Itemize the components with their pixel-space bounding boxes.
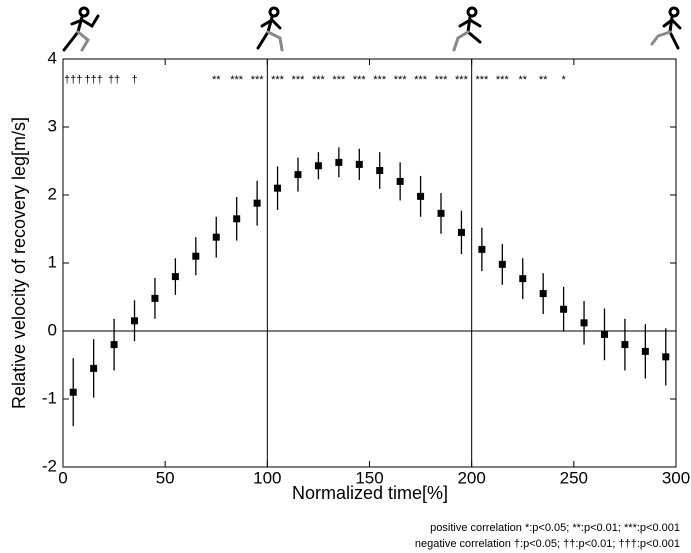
data-point — [641, 347, 649, 355]
x-tick-label: 250 — [560, 468, 588, 487]
data-point — [90, 364, 98, 372]
data-point — [376, 167, 384, 175]
data-point — [274, 184, 282, 192]
y-tick-label: 3 — [48, 116, 57, 135]
data-point — [519, 275, 527, 283]
data-point — [212, 233, 220, 241]
data-point — [417, 192, 425, 200]
significance-marker: *** — [353, 74, 367, 86]
data-point — [355, 160, 363, 168]
data-point — [151, 294, 159, 302]
data-point — [600, 330, 608, 338]
data-point — [457, 228, 465, 236]
significance-marker: ††† — [84, 74, 102, 86]
data-point — [192, 252, 200, 260]
x-tick-label: 150 — [355, 468, 383, 487]
y-axis-label: Relative velocity of recovery leg[m/s] — [9, 117, 29, 409]
data-point — [131, 317, 139, 325]
significance-marker: *** — [373, 74, 387, 86]
x-tick-label: 300 — [662, 468, 690, 487]
significance-marker: *** — [496, 74, 510, 86]
significance-marker: *** — [230, 74, 244, 86]
significance-marker: *** — [292, 74, 306, 86]
significance-marker: *** — [475, 74, 489, 86]
y-tick-label: 4 — [48, 48, 57, 67]
significance-marker: †† — [108, 74, 120, 86]
x-tick-label: 50 — [156, 468, 175, 487]
data-point — [437, 209, 445, 217]
significance-marker: * — [561, 74, 566, 86]
significance-marker: *** — [394, 74, 408, 86]
significance-marker: † — [131, 74, 137, 86]
data-point — [110, 341, 118, 349]
data-point — [171, 273, 179, 281]
y-tick-label: 1 — [48, 252, 57, 271]
data-point — [314, 162, 322, 170]
y-tick-label: -2 — [42, 456, 57, 475]
data-point — [396, 177, 404, 185]
significance-marker: ** — [539, 74, 548, 86]
significance-marker: ** — [518, 74, 527, 86]
data-point — [580, 319, 588, 327]
x-tick-label: 200 — [457, 468, 485, 487]
data-point — [621, 341, 629, 349]
significance-marker: *** — [455, 74, 469, 86]
data-point — [335, 158, 343, 166]
data-point — [560, 305, 568, 313]
legend-note: negative correlation †:p<0.05; ††:p<0.01… — [415, 538, 680, 550]
data-point — [662, 353, 670, 361]
y-tick-label: -1 — [42, 388, 57, 407]
data-point — [478, 245, 486, 253]
data-point — [233, 215, 241, 223]
legend-note: positive correlation *:p<0.05; **:p<0.01… — [430, 522, 680, 534]
significance-marker: *** — [271, 74, 285, 86]
data-point — [69, 388, 77, 396]
significance-marker: *** — [435, 74, 449, 86]
y-tick-label: 0 — [48, 320, 57, 339]
data-point — [498, 260, 506, 268]
runner-icons — [62, 6, 682, 52]
x-tick-label: 0 — [58, 468, 67, 487]
significance-marker: ††† — [64, 74, 82, 86]
x-axis-label: Normalized time[%] — [292, 483, 448, 503]
x-tick-label: 100 — [253, 468, 281, 487]
significance-marker: *** — [332, 74, 346, 86]
y-tick-label: 2 — [48, 184, 57, 203]
data-point — [294, 171, 302, 179]
significance-marker: *** — [414, 74, 428, 86]
significance-marker: *** — [312, 74, 326, 86]
data-point — [253, 199, 261, 207]
significance-marker: *** — [251, 74, 265, 86]
significance-marker: ** — [212, 74, 221, 86]
plot-frame — [62, 58, 677, 468]
data-point — [539, 290, 547, 298]
